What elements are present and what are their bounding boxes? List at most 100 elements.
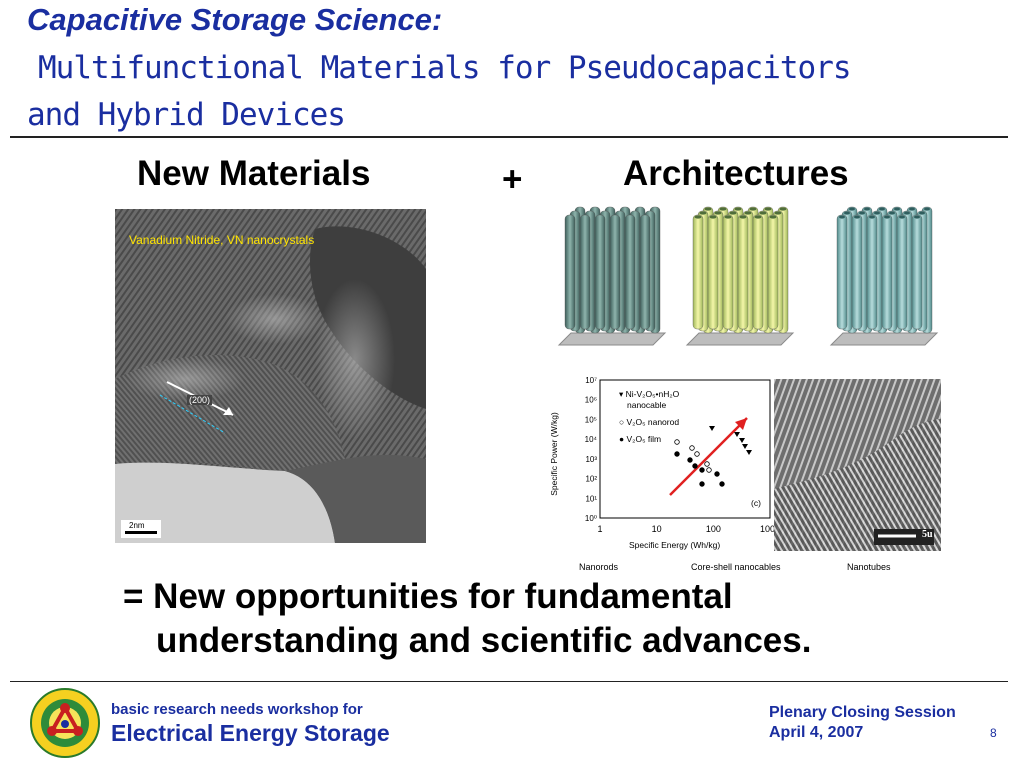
architectures-drawing	[557, 206, 939, 346]
x-tick-label: 100	[706, 524, 721, 534]
logo-seal	[30, 688, 100, 758]
plot-marker	[734, 432, 740, 437]
plot-panel-label: (c)	[751, 498, 761, 508]
plot-frame	[599, 379, 771, 519]
plot-marker	[674, 451, 680, 457]
architectures-illustration: Nanorods Core-shell nanocables Nanotubes	[557, 205, 940, 572]
x-tick-label: 1000	[760, 524, 774, 534]
array-rod-cap	[769, 215, 777, 219]
array-rod	[836, 214, 848, 330]
lattice-plane-label: (200)	[187, 395, 213, 405]
plot-marker	[709, 426, 715, 431]
array-rod	[767, 214, 779, 330]
plot-marker	[699, 481, 705, 487]
plot-marker	[706, 467, 712, 473]
y-tick-label: 10¹	[585, 494, 597, 503]
array-substrate	[829, 332, 939, 346]
array-rod	[609, 214, 621, 330]
array-rod	[866, 214, 878, 330]
y-tick-label: 10²	[585, 475, 597, 484]
array-rod-cap	[914, 215, 920, 219]
plot-markers	[674, 426, 752, 487]
legend-nanorod: ○ V₂O₅ nanorod	[619, 417, 680, 427]
array-rod	[722, 214, 734, 330]
array-rod	[692, 214, 704, 330]
plot-ticks: 10⁰ 10¹ 10² 10³ 10⁴ 10⁵ 10⁶ 10⁷ 1 10 100 1000	[585, 376, 780, 534]
plot-marker	[742, 444, 748, 449]
array-rod-cap	[849, 207, 855, 211]
array-substrate	[685, 332, 795, 346]
array-rod-cap	[869, 215, 875, 219]
array-rod-cap	[734, 207, 742, 211]
plot-marker	[692, 463, 698, 469]
plot-x-label: Specific Energy (Wh/kg)	[629, 540, 721, 550]
array-rod	[851, 214, 863, 330]
heading-new-materials: New Materials	[137, 154, 371, 193]
array-rod-cap	[889, 211, 895, 215]
y-tick-label: 10⁷	[585, 376, 597, 385]
array-rod	[594, 214, 606, 330]
array-rod-cap	[844, 211, 850, 215]
conclusion-line2: understanding and scientific advances.	[156, 621, 812, 660]
label-nanorods: Nanorods	[579, 562, 619, 572]
array-rod-cap	[924, 207, 930, 211]
array-rod-cap	[899, 215, 905, 219]
array-rod-cap	[764, 207, 772, 211]
tem-caption: Vanadium Nitride, VN nanocrystals	[129, 233, 315, 247]
trend-arrow	[669, 417, 748, 496]
sem-nanostructure-image: 5u	[774, 379, 941, 551]
array-rod-cap	[874, 211, 880, 215]
array-rod	[564, 214, 576, 330]
plot-marker	[714, 471, 720, 477]
array-rod-cap	[894, 207, 900, 211]
plot-y-label: Specific Power (W/kg)	[548, 412, 559, 496]
conclusion-text: = New opportunities for fundamental unde…	[123, 575, 811, 663]
x-tick-label: 1	[597, 524, 602, 534]
footer-divider	[10, 681, 1008, 682]
array-rod	[639, 214, 651, 330]
y-tick-label: 10⁴	[585, 435, 598, 444]
array-rod-cap	[744, 211, 752, 215]
array-rod-cap	[759, 211, 767, 215]
array-rod-cap	[879, 207, 885, 211]
page-number: 8	[990, 726, 997, 740]
y-tick-label: 10⁵	[585, 415, 597, 424]
ragone-chart: 10⁰ 10¹ 10² 10³ 10⁴ 10⁵ 10⁶ 10⁷ 1 10 100 1000	[585, 376, 780, 534]
plot-marker	[704, 461, 710, 467]
array-rod	[911, 214, 923, 330]
array-substrate	[557, 332, 667, 346]
footer-session: Plenary Closing Session	[769, 704, 956, 721]
slide-subtitle-line1: Multifunctional Materials for Pseudocapa…	[38, 50, 852, 86]
array-rod-cap	[724, 215, 732, 219]
label-core-shell-nanocables: Core-shell nanocables	[691, 562, 781, 572]
ragone-plot: 10⁰ 10¹ 10² 10³ 10⁴ 10⁵ 10⁶ 10⁷ 1 10 100 1000 ▾ Ni-…	[549, 374, 780, 552]
conclusion-line1: = New opportunities for fundamental	[123, 577, 733, 616]
heading-architectures: Architectures	[623, 154, 849, 193]
array-rod-cap	[904, 211, 910, 215]
plot-marker	[694, 451, 700, 457]
array-rod-cap	[774, 211, 782, 215]
array-rod-cap	[719, 207, 727, 211]
doe-office-of-basic-energy-sciences-logo	[30, 688, 100, 758]
array-rod-cap	[699, 211, 707, 215]
plot-legend: ▾ Ni-V₂O₅•nH₂O nanocable ○ V₂O₅ nanorod …	[619, 389, 679, 445]
plot-marker	[689, 445, 695, 451]
array-rod-cap	[779, 207, 787, 211]
array-rod-cap	[739, 215, 747, 219]
array-rod	[579, 214, 591, 330]
array-rod-cap	[854, 215, 860, 219]
heading-plus: +	[502, 160, 523, 199]
tem-micrograph: Vanadium Nitride, VN nanocrystals (200) …	[115, 209, 426, 543]
title-divider	[10, 136, 1008, 138]
array-rod-cap	[919, 211, 925, 215]
array-rod	[737, 214, 749, 330]
array-rod	[752, 214, 764, 330]
legend-nanocable: ▾ Ni-V₂O₅•nH₂O	[619, 389, 680, 399]
array-rod-cap	[709, 215, 717, 219]
array-rod-cap	[754, 215, 762, 219]
rod-arrays	[557, 206, 939, 346]
plot-marker	[719, 481, 725, 487]
array-rod	[896, 214, 908, 330]
array-rod	[881, 214, 893, 330]
tem-texture	[115, 209, 426, 543]
